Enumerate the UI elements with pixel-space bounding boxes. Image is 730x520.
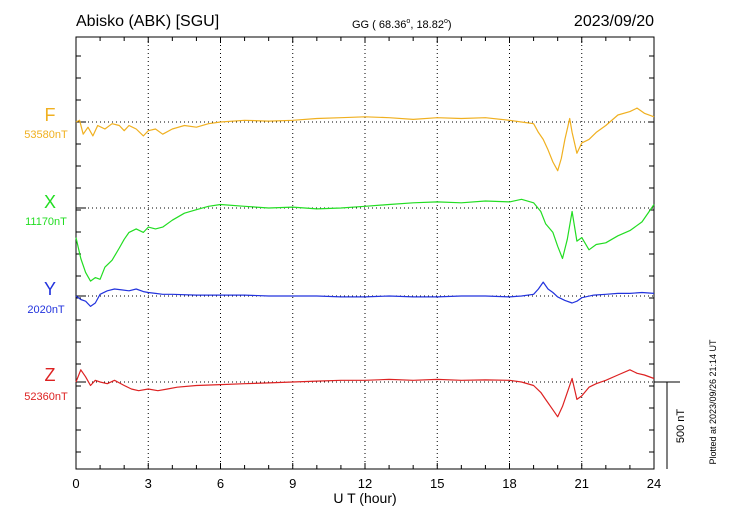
series-baseline-Y: 2020nT: [27, 304, 65, 316]
x-tick-label-6: 6: [217, 476, 224, 491]
series-name-Z: Z: [45, 365, 56, 385]
vertical-grid: [147, 37, 583, 469]
series-baseline-Z: 52360nT: [24, 391, 68, 403]
series-lines: [75, 107, 655, 418]
series-line-F: [75, 107, 655, 172]
station-title: Abisko (ABK) [SGU]: [76, 13, 219, 30]
x-tick-label-18: 18: [502, 476, 516, 491]
series-baseline-X: 11170nT: [25, 216, 67, 228]
x-tick-label-12: 12: [358, 476, 372, 491]
series-name-X: X: [44, 192, 56, 212]
x-tick-label-15: 15: [430, 476, 444, 491]
series-line-X: [75, 198, 655, 282]
geo-coordinates: GG ( 68.36o, 18.82o): [352, 18, 452, 31]
series-line-Y: [75, 281, 655, 307]
baseline-grid: [76, 121, 654, 383]
date-label: 2023/09/20: [574, 13, 654, 30]
x-tick-labels: 0 3 6 9 12 15 18 21 24: [72, 476, 661, 491]
series-name-Y: Y: [44, 279, 56, 299]
x-tick-label-0: 0: [72, 476, 79, 491]
x-axis-label: U T (hour): [333, 490, 396, 506]
scale-bar-label: 500 nT: [675, 409, 687, 444]
series-name-F: F: [45, 105, 56, 125]
x-tick-label-24: 24: [647, 476, 661, 491]
x-tick-label-3: 3: [145, 476, 152, 491]
x-tick-label-9: 9: [289, 476, 296, 491]
x-tick-label-21: 21: [575, 476, 589, 491]
series-line-Z: [75, 369, 655, 418]
series-baseline-F: 53580nT: [24, 129, 68, 141]
plotted-at-note: Plotted at 2023/09/26 21:14 UT: [708, 339, 718, 465]
scale-bar: 500 nT: [654, 381, 687, 469]
series-labels: F 53580nT X 11170nT Y 2020nT Z 52360nT: [24, 105, 68, 403]
